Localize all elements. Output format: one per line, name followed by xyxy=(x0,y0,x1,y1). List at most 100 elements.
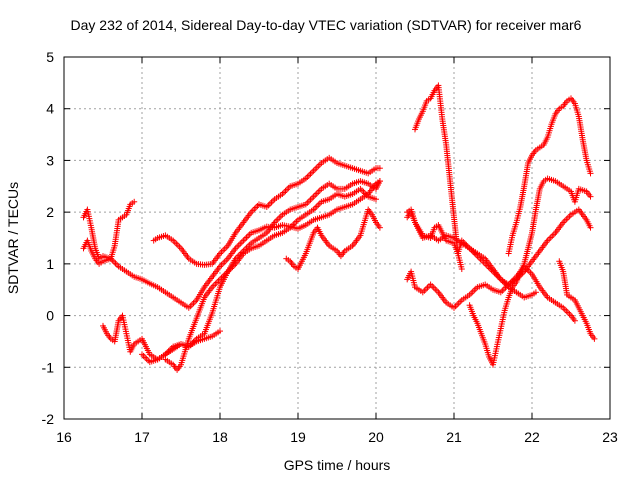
x-tick-label: 21 xyxy=(446,429,462,445)
data-point xyxy=(312,205,319,212)
data-point xyxy=(469,288,476,295)
data-point xyxy=(313,190,320,197)
data-point xyxy=(587,193,594,200)
chart-title: Day 232 of 2014, Sidereal Day-to-day VTE… xyxy=(71,17,582,33)
data-point xyxy=(376,165,383,172)
data-point xyxy=(563,216,570,223)
data-point xyxy=(376,224,383,231)
data-point xyxy=(140,352,147,359)
data-point xyxy=(142,354,149,361)
x-tick-label: 18 xyxy=(212,429,228,445)
data-point xyxy=(305,198,312,205)
data-marks xyxy=(80,82,598,373)
data-point xyxy=(546,236,553,243)
data-point xyxy=(268,199,275,206)
data-point xyxy=(309,195,316,202)
data-point xyxy=(587,224,594,231)
data-point xyxy=(566,311,573,318)
data-point xyxy=(499,287,506,294)
data-point xyxy=(307,196,314,203)
x-tick-label: 17 xyxy=(134,429,150,445)
data-point xyxy=(284,186,291,193)
data-point xyxy=(312,166,319,173)
data-point xyxy=(561,217,568,224)
data-point xyxy=(220,260,227,267)
data-point xyxy=(218,248,225,255)
data-point xyxy=(265,202,272,209)
data-point xyxy=(376,178,383,185)
data-point xyxy=(549,232,556,239)
x-axis-label: GPS time / hours xyxy=(284,457,391,473)
data-point xyxy=(424,284,431,291)
data-point xyxy=(429,283,436,290)
data-point xyxy=(276,214,283,221)
data-point xyxy=(190,300,197,307)
data-point xyxy=(433,287,440,294)
data-point xyxy=(587,170,594,177)
data-point xyxy=(430,284,437,291)
data-point xyxy=(316,161,323,168)
data-point xyxy=(458,266,465,273)
data-point xyxy=(309,169,316,176)
data-point xyxy=(427,281,434,288)
y-tick-label: 5 xyxy=(46,49,54,65)
y-tick-label: 3 xyxy=(46,152,54,168)
plot-border xyxy=(63,56,611,420)
data-point xyxy=(313,203,320,210)
x-tick-label: 16 xyxy=(56,429,72,445)
data-point xyxy=(373,196,379,203)
data-point xyxy=(270,197,277,204)
data-point xyxy=(291,220,298,227)
data-point xyxy=(221,245,228,252)
data-point xyxy=(112,260,119,267)
data-point xyxy=(220,247,227,254)
data-point xyxy=(139,351,145,358)
data-point xyxy=(243,234,250,241)
x-tick-label: 20 xyxy=(368,429,384,445)
data-point xyxy=(421,287,428,294)
x-tick-label: 23 xyxy=(602,429,618,445)
data-point xyxy=(304,173,311,180)
data-point xyxy=(527,269,534,276)
data-point xyxy=(145,357,152,364)
data-point xyxy=(316,187,323,194)
data-point xyxy=(566,213,573,220)
data-point xyxy=(174,242,181,249)
data-point xyxy=(210,282,217,289)
data-point xyxy=(234,243,241,250)
y-axis-label: SDTVAR / TECUs xyxy=(5,182,21,294)
data-point xyxy=(213,279,220,286)
y-tick-label: 4 xyxy=(46,101,54,117)
y-tick-label: -2 xyxy=(42,411,55,427)
data-point xyxy=(273,217,280,224)
data-point xyxy=(176,243,183,250)
data-point xyxy=(564,309,571,316)
data-point xyxy=(249,207,256,214)
y-tick-label: 0 xyxy=(46,308,54,324)
data-point xyxy=(471,287,478,294)
data-point xyxy=(358,187,365,194)
data-point xyxy=(457,298,464,305)
data-point xyxy=(564,214,571,221)
data-point xyxy=(561,306,568,313)
data-point xyxy=(223,257,230,264)
data-point xyxy=(550,231,557,238)
data-point xyxy=(187,303,194,310)
data-point xyxy=(237,240,244,247)
data-point xyxy=(468,290,475,297)
data-point xyxy=(310,193,317,200)
data-point xyxy=(171,239,178,246)
data-point xyxy=(293,218,300,225)
data-point xyxy=(532,289,539,296)
data-point xyxy=(312,192,319,199)
data-point xyxy=(238,239,245,246)
data-point xyxy=(315,201,322,208)
grid-lines xyxy=(64,57,610,419)
data-point xyxy=(218,261,225,268)
data-point xyxy=(315,188,322,195)
data-point xyxy=(254,202,261,209)
data-point xyxy=(591,335,598,342)
data-point xyxy=(192,298,199,305)
data-point xyxy=(251,206,258,213)
